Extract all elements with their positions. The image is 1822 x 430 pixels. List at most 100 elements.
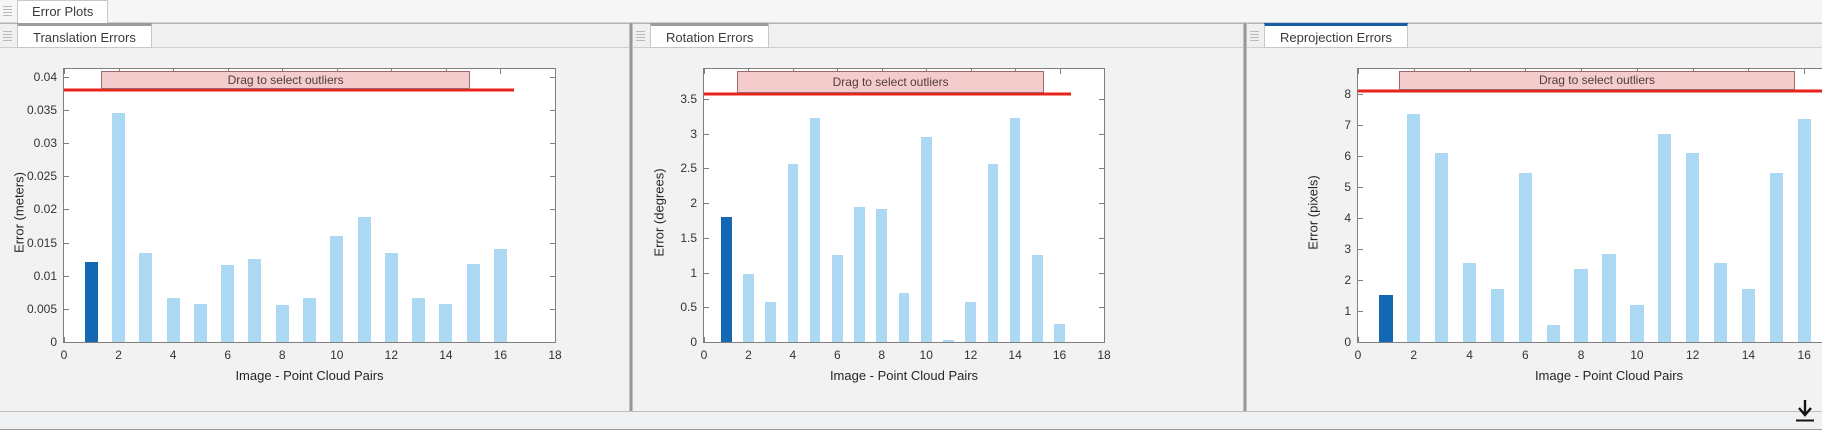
y-tick-mark bbox=[1099, 168, 1104, 170]
bar[interactable] bbox=[809, 118, 821, 342]
bar[interactable] bbox=[1546, 324, 1560, 342]
bar[interactable] bbox=[787, 164, 799, 342]
bar[interactable] bbox=[1379, 295, 1393, 342]
bar[interactable] bbox=[1769, 172, 1783, 342]
outlier-selection-band[interactable]: Drag to select outliers bbox=[737, 71, 1044, 94]
bar[interactable] bbox=[720, 216, 732, 342]
bar[interactable] bbox=[854, 206, 865, 342]
bar[interactable] bbox=[1009, 118, 1021, 342]
y-axis-label: Error (pixels) bbox=[1305, 175, 1321, 250]
bar[interactable] bbox=[1434, 152, 1449, 342]
x-tick-label: 0 bbox=[1354, 348, 1362, 362]
y-tick-mark bbox=[1358, 186, 1363, 188]
bar[interactable] bbox=[965, 302, 976, 342]
bar[interactable] bbox=[330, 235, 344, 342]
y-tick-label: 0.03 bbox=[33, 136, 57, 151]
bar[interactable] bbox=[765, 302, 776, 342]
bar[interactable] bbox=[943, 339, 954, 342]
x-tick-label: 10 bbox=[1630, 348, 1644, 362]
x-tick-mark bbox=[1358, 337, 1359, 342]
bar[interactable] bbox=[1658, 134, 1672, 342]
bar[interactable] bbox=[248, 258, 262, 342]
y-axis-label: Error (meters) bbox=[11, 172, 27, 253]
y-tick-label: 1 bbox=[690, 265, 697, 280]
tab-rotation-errors[interactable]: Rotation Errors bbox=[650, 23, 770, 48]
bar[interactable] bbox=[384, 252, 398, 342]
y-tick-mark bbox=[550, 275, 555, 277]
y-tick-mark bbox=[704, 133, 709, 135]
bar[interactable] bbox=[275, 304, 289, 342]
bar[interactable] bbox=[1462, 262, 1477, 342]
tab-reprojection-errors[interactable]: Reprojection Errors bbox=[1264, 23, 1408, 48]
bar[interactable] bbox=[193, 303, 207, 342]
bar[interactable] bbox=[1574, 269, 1588, 342]
y-tick-label: 8 bbox=[1344, 86, 1351, 101]
bar[interactable] bbox=[166, 298, 180, 342]
x-tick-label: 8 bbox=[278, 348, 286, 362]
bar[interactable] bbox=[493, 249, 507, 342]
bar[interactable] bbox=[1518, 172, 1532, 342]
bar[interactable] bbox=[221, 265, 235, 342]
panel-divider[interactable] bbox=[629, 23, 633, 411]
y-tick-label: 0 bbox=[1344, 335, 1351, 349]
y-tick-mark bbox=[550, 110, 555, 112]
bar[interactable] bbox=[832, 255, 843, 342]
bar[interactable] bbox=[1054, 323, 1065, 342]
y-tick-mark bbox=[550, 342, 555, 343]
bar[interactable] bbox=[876, 208, 888, 342]
rotation-errors-chart: 0 0.5 1 1.5 2 2.5 3 3.5 0 2 4 6 8 10 12 14 16 18 Drag to s… bbox=[633, 48, 1243, 411]
x-tick-mark bbox=[1358, 69, 1359, 74]
y-tick-label: 6 bbox=[1344, 148, 1351, 163]
y-axis-label: Error (degrees) bbox=[651, 168, 667, 257]
bar[interactable] bbox=[1630, 304, 1644, 342]
y-tick-mark bbox=[1358, 124, 1363, 126]
bar[interactable] bbox=[987, 164, 999, 342]
y-tick-mark bbox=[1099, 98, 1104, 100]
bar[interactable] bbox=[139, 252, 153, 342]
y-tick-mark bbox=[64, 110, 69, 112]
x-axis-label: Image - Point Cloud Pairs bbox=[235, 368, 384, 383]
bar[interactable] bbox=[1407, 113, 1421, 342]
panel-reprojection-errors: Reprojection Errors 0 1 2 3 4 5 6 7 8 0 2 4 6 8 10 12 14… bbox=[1247, 23, 1822, 411]
bar[interactable] bbox=[1490, 289, 1505, 342]
panel-divider[interactable] bbox=[1243, 23, 1247, 411]
bar[interactable] bbox=[357, 217, 371, 342]
tab-error-plots[interactable]: Error Plots bbox=[17, 0, 109, 23]
panel-grip-icon[interactable] bbox=[636, 29, 645, 43]
x-tick-mark bbox=[500, 69, 502, 74]
y-tick-label: 1 bbox=[1344, 303, 1351, 318]
bar[interactable] bbox=[412, 298, 426, 342]
scroll-to-bottom-icon[interactable] bbox=[1794, 399, 1816, 428]
bar[interactable] bbox=[1032, 255, 1043, 342]
bar[interactable] bbox=[1713, 262, 1728, 342]
y-tick-label: 0 bbox=[50, 335, 57, 349]
bar[interactable] bbox=[112, 112, 126, 342]
tab-bar-grip-icon[interactable] bbox=[3, 4, 12, 18]
panel-grip-icon[interactable] bbox=[3, 29, 12, 43]
bar[interactable] bbox=[466, 264, 480, 342]
outlier-selection-band[interactable]: Drag to select outliers bbox=[1398, 71, 1796, 90]
bar[interactable] bbox=[84, 261, 98, 342]
bar[interactable] bbox=[898, 292, 910, 342]
y-tick-mark bbox=[550, 143, 555, 145]
x-tick-label: 4 bbox=[789, 348, 797, 362]
outlier-selection-band[interactable]: Drag to select outliers bbox=[100, 71, 471, 90]
bar[interactable] bbox=[920, 137, 932, 342]
bar[interactable] bbox=[1797, 118, 1811, 342]
tab-translation-errors[interactable]: Translation Errors bbox=[17, 23, 152, 48]
bar[interactable] bbox=[743, 273, 754, 342]
bar[interactable] bbox=[1685, 152, 1700, 342]
x-axis-label: Image - Point Cloud Pairs bbox=[829, 368, 979, 383]
panel-grip-icon[interactable] bbox=[1250, 29, 1259, 43]
x-tick-label: 0 bbox=[700, 348, 708, 362]
bar[interactable] bbox=[302, 297, 317, 342]
y-tick-mark bbox=[64, 342, 69, 343]
bar[interactable] bbox=[1741, 289, 1756, 342]
y-tick-label: 0 bbox=[690, 335, 697, 349]
x-tick-label: 2 bbox=[115, 348, 122, 362]
y-tick-mark bbox=[704, 307, 709, 309]
outlier-threshold-line bbox=[704, 92, 1071, 96]
bar[interactable] bbox=[1602, 253, 1616, 342]
bar[interactable] bbox=[439, 303, 453, 342]
